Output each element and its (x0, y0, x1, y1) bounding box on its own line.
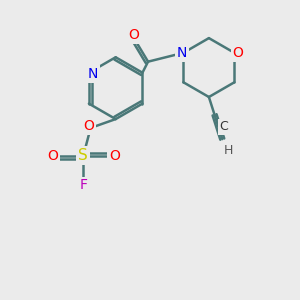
Text: O: O (47, 149, 58, 163)
Text: O: O (128, 28, 139, 42)
Text: F: F (79, 178, 87, 192)
Text: H: H (224, 144, 233, 157)
Text: N: N (177, 46, 187, 60)
Text: C: C (219, 121, 228, 134)
Text: S: S (78, 148, 88, 164)
Text: O: O (109, 149, 120, 163)
Text: O: O (84, 119, 94, 134)
Text: O: O (232, 46, 243, 60)
Text: N: N (88, 67, 98, 81)
